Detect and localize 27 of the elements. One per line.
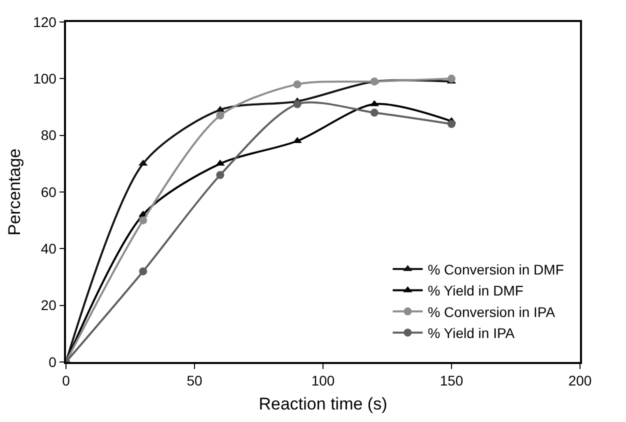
point <box>293 100 302 108</box>
legend-label: % Yield in DMF <box>428 282 524 299</box>
point <box>216 171 224 179</box>
point <box>293 80 302 88</box>
x-tick-label: 50 <box>186 372 202 389</box>
y-tick-label: 100 <box>33 70 57 87</box>
legend-label: % Yield in IPA <box>428 325 516 342</box>
legend-label: % Conversion in DMF <box>428 261 564 278</box>
x-tick-label: 150 <box>440 372 464 389</box>
point <box>216 112 224 120</box>
y-tick-label: 40 <box>40 240 57 257</box>
legend-label: % Conversion in IPA <box>428 304 556 320</box>
x-tick-label: 200 <box>568 372 592 389</box>
y-tick-label: 0 <box>48 354 57 370</box>
y-axis-title: Percentage <box>5 148 24 236</box>
y-tick-label: 60 <box>40 184 57 200</box>
point <box>139 216 148 224</box>
x-axis-title: Reaction time (s) <box>258 394 388 414</box>
y-tick-label: 120 <box>33 14 57 30</box>
point <box>448 74 456 83</box>
x-tick-label: 100 <box>311 372 335 389</box>
point <box>139 267 148 276</box>
point <box>448 120 456 128</box>
y-tick-label: 20 <box>40 297 57 314</box>
point <box>370 108 378 117</box>
y-tick-label: 80 <box>40 127 57 144</box>
x-tick-label: 0 <box>62 372 70 389</box>
